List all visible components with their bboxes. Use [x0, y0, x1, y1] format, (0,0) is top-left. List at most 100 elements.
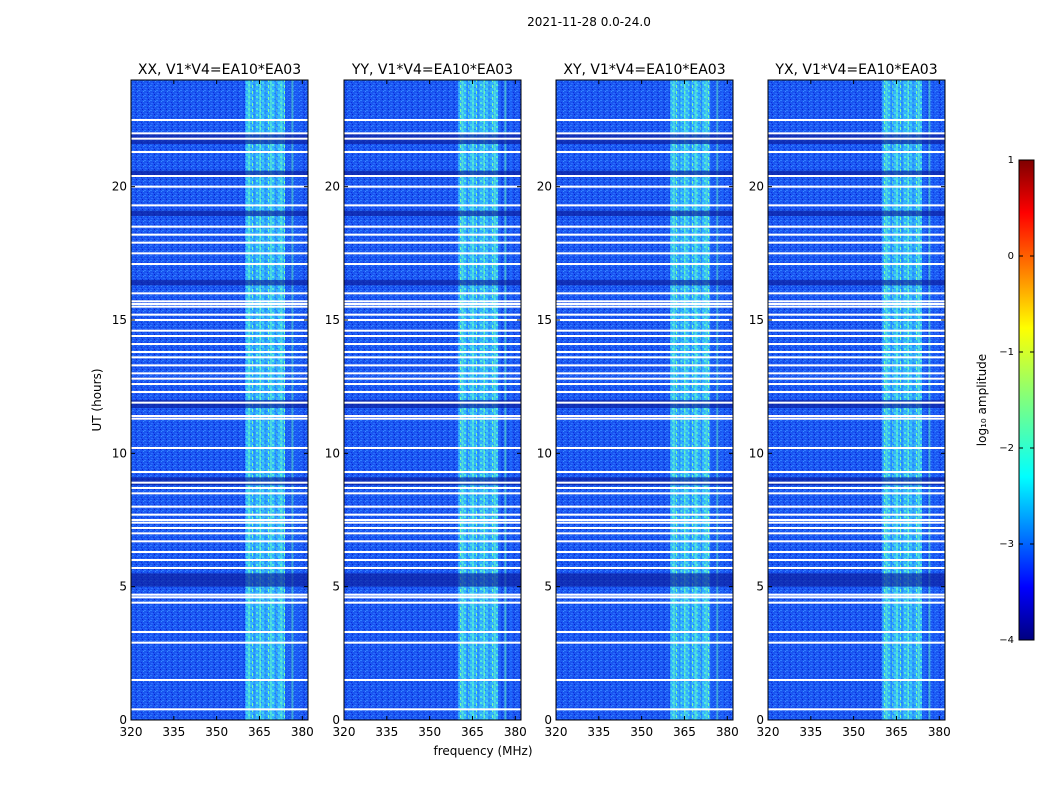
flagged-row	[131, 492, 308, 495]
flagged-row	[768, 401, 945, 404]
flagged-row	[131, 641, 308, 644]
flagged-row	[131, 596, 308, 599]
flagged-row	[344, 292, 521, 295]
flagged-row	[768, 233, 945, 236]
flagged-row	[344, 204, 521, 207]
flagged-row	[344, 540, 521, 543]
flagged-row	[556, 401, 733, 404]
flagged-row	[556, 471, 733, 473]
flagged-row	[768, 252, 945, 255]
x-tick-label: 380	[928, 725, 951, 739]
flagged-row	[344, 521, 521, 524]
flagged-row	[556, 132, 733, 135]
dark-row	[344, 573, 521, 587]
flagged-row	[556, 527, 733, 529]
dark-row	[556, 573, 733, 587]
flagged-row	[131, 372, 308, 375]
flagged-row	[556, 417, 733, 420]
flagged-row	[768, 204, 945, 207]
y-tick-label: 5	[544, 580, 552, 594]
x-tick-label: 365	[885, 725, 908, 739]
dark-row	[768, 170, 945, 176]
flagged-row	[768, 487, 945, 489]
flagged-row	[344, 567, 521, 569]
flagged-row	[344, 364, 521, 367]
flagged-row	[768, 596, 945, 599]
flagged-row	[768, 263, 945, 265]
panel-title: XX, V1*V4=EA10*EA03	[138, 62, 301, 78]
flagged-row	[556, 631, 733, 633]
flagged-row	[556, 679, 733, 681]
flagged-row	[131, 377, 308, 380]
panel-title: YX, V1*V4=EA10*EA03	[774, 62, 937, 78]
flagged-row	[768, 415, 945, 417]
x-tick-label: 365	[248, 725, 271, 739]
flagged-row	[556, 641, 733, 644]
flagged-row	[131, 292, 308, 295]
flagged-row	[768, 532, 945, 535]
y-tick-label: 20	[537, 180, 552, 194]
flagged-row	[556, 305, 733, 308]
dark-row	[556, 170, 733, 176]
flagged-row	[344, 303, 521, 305]
x-tick-label: 365	[461, 725, 484, 739]
colorbar-tick-label: −2	[999, 443, 1014, 454]
flagged-row	[768, 377, 945, 380]
panel-frame	[343, 79, 522, 721]
flagged-row	[344, 151, 521, 153]
flagged-row	[131, 471, 308, 473]
panel-title: YY, V1*V4=EA10*EA03	[351, 62, 513, 78]
x-tick-label: 320	[545, 725, 568, 739]
flagged-row	[556, 263, 733, 265]
dark-row	[344, 280, 521, 286]
flagged-row	[556, 519, 733, 521]
x-tick-label: 380	[716, 725, 739, 739]
flagged-row	[768, 593, 945, 596]
flagged-row	[768, 303, 945, 305]
flagged-row	[768, 119, 945, 121]
flagged-row	[768, 505, 945, 508]
x-axis-label: frequency (MHz)	[433, 744, 532, 758]
flagged-row	[131, 519, 308, 521]
flagged-row	[768, 137, 945, 140]
flagged-row	[131, 343, 308, 345]
y-tick-label: 10	[749, 446, 764, 460]
flagged-row	[556, 351, 733, 353]
flagged-row	[344, 241, 521, 244]
y-tick-label: 15	[749, 313, 764, 327]
dark-row	[131, 280, 308, 286]
x-tick-label: 320	[757, 725, 780, 739]
flagged-row	[768, 519, 945, 521]
flagged-row	[768, 513, 945, 516]
flagged-row	[556, 513, 733, 516]
flagged-row	[768, 708, 945, 711]
flagged-row	[131, 481, 308, 484]
flagged-row	[131, 175, 308, 177]
flagged-row	[768, 527, 945, 529]
flagged-row	[556, 383, 733, 385]
flagged-row	[556, 593, 733, 596]
flagged-row	[344, 631, 521, 633]
panel-title: XY, V1*V4=EA10*EA03	[563, 62, 725, 78]
flagged-row	[344, 593, 521, 596]
flagged-row	[344, 319, 521, 321]
flagged-row	[768, 383, 945, 385]
flagged-row	[131, 521, 308, 524]
flagged-row	[344, 383, 521, 385]
flagged-row	[344, 225, 521, 228]
flagged-row	[556, 252, 733, 255]
flagged-row	[344, 175, 521, 177]
flagged-row	[556, 559, 733, 561]
y-tick-label: 0	[119, 713, 127, 727]
y-tick-label: 20	[112, 180, 127, 194]
dark-row	[768, 280, 945, 286]
flagged-row	[556, 300, 733, 303]
colorbar-tick-label: −3	[999, 539, 1014, 550]
dark-row	[131, 210, 308, 216]
x-tick-label: 365	[673, 725, 696, 739]
flagged-row	[556, 601, 733, 604]
flagged-row	[556, 329, 733, 332]
panel-frame	[130, 79, 309, 721]
flagged-row	[768, 567, 945, 569]
